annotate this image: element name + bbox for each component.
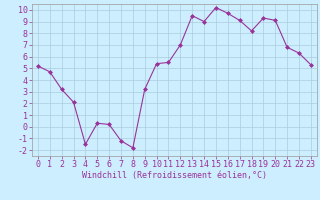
X-axis label: Windchill (Refroidissement éolien,°C): Windchill (Refroidissement éolien,°C) (82, 171, 267, 180)
